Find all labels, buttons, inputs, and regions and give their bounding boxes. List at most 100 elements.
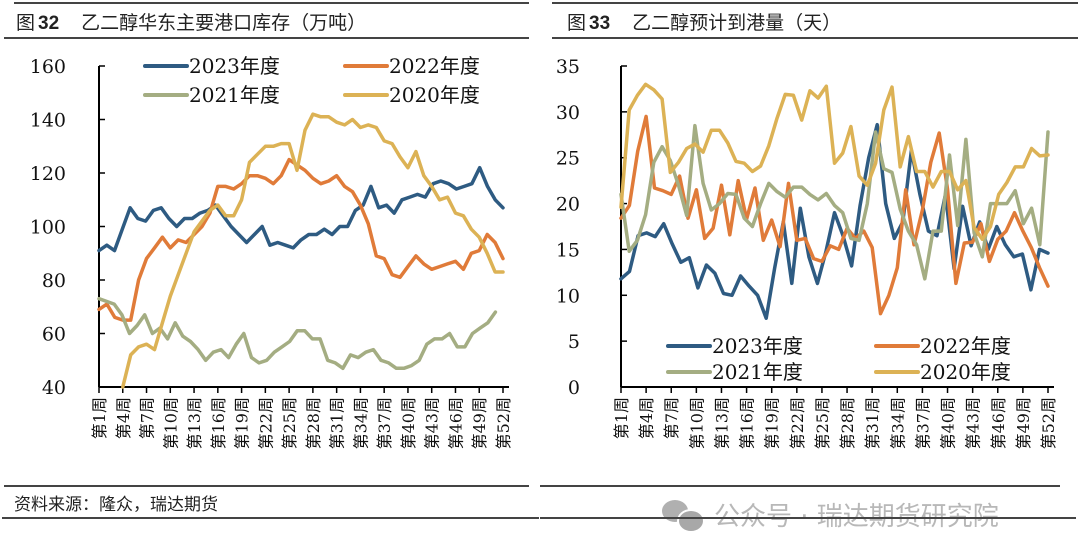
x-tick-label-group: 第19周 [233,397,252,449]
x-tick-label-group: 第16周 [209,397,228,449]
y-tick-label: 140 [30,110,66,132]
x-tick-label: 第19周 [763,397,782,449]
x-tick-label: 第31周 [328,397,347,449]
x-tick-label-group: 第1周 [90,397,109,439]
y-tick-label: 100 [30,217,66,239]
x-tick-label: 第28周 [838,397,857,449]
x-tick-label-group: 第10周 [161,397,180,449]
x-tick-label-group: 第43周 [964,397,983,449]
figure-title-text: 乙二醇预计到港量（天） [632,12,842,34]
x-tick-label: 第49周 [470,397,489,449]
series-line-2022 [97,157,505,322]
series-line-2021 [97,296,498,371]
x-tick-label: 第13周 [712,397,731,449]
x-tick-label: 第31周 [863,397,882,449]
x-tick-label-group: 第43周 [423,397,442,449]
figure-title-text: 乙二醇华东主要港口库存（万吨） [81,12,367,34]
figure-33-title: 图 33 乙二醇预计到港量（天） [567,8,841,35]
x-tick-label-group: 第4周 [114,397,133,439]
y-tick-label: 160 [30,56,66,78]
x-tick-label-group: 第4周 [637,397,656,439]
x-tick-label-group: 第7周 [662,397,681,439]
figure-number: 32 [38,13,60,34]
series-line-2023 [97,165,505,253]
x-tick-label-group: 第1周 [612,397,631,439]
y-tick-label: 40 [42,377,66,399]
legend-label: 2020年度 [389,83,480,107]
x-tick-label: 第19周 [233,397,252,449]
x-tick-label: 第4周 [637,397,656,439]
x-tick-label-group: 第31周 [328,397,347,449]
y-tick-label: 60 [42,324,66,346]
x-tick-label-group: 第31周 [863,397,882,449]
x-tick-label: 第10周 [687,397,706,449]
x-tick-label: 第52周 [1039,397,1058,449]
x-tick-label-group: 第40周 [399,397,418,449]
source-note: 资料来源：隆众，瑞达期货 [14,495,218,515]
inventory-chart: 406080100120140160第1周 第4周 第7周 第10周 第13周 第16周第… [30,54,513,449]
x-tick-label-group: 第52周 [1039,397,1058,449]
x-tick-label-group: 第7周 [138,397,157,439]
x-tick-label-group: 第22周 [788,397,807,449]
figure-number: 33 [589,13,611,34]
x-tick-label-group: 第13周 [185,397,204,449]
wechat-icon [662,498,705,533]
x-tick-label-group: 第40周 [939,397,958,449]
x-tick-label: 第34周 [888,397,907,449]
legend-label: 2021年度 [189,83,280,107]
x-tick-label-group: 第22周 [256,397,275,449]
x-tick-label: 第46周 [446,397,465,449]
figure-label-prefix: 图 [567,12,587,34]
y-tick-label: 80 [42,270,66,292]
arrival-chart: 05101520253035第1周 第4周 第7周 第10周 第13周 第16周 第19周第… [556,56,1058,449]
x-tick-label: 第40周 [399,397,418,449]
x-tick-label-group: 第34周 [351,397,370,449]
legend-label: 2022年度 [920,334,1011,358]
top-rule-left [14,2,529,4]
watermark: 公众号 · 瑞达期货研究院 [662,496,999,533]
y-tick-label: 20 [556,194,580,216]
x-tick-label-group: 第37周 [375,397,394,449]
x-tick-label: 第43周 [964,397,983,449]
x-tick-label: 第46周 [989,397,1008,449]
x-tick-label: 第34周 [351,397,370,449]
x-tick-label-group: 第46周 [446,397,465,449]
y-tick-label: 35 [556,56,580,78]
x-tick-label-group: 第10周 [687,397,706,449]
y-tick-label: 15 [556,239,580,261]
y-tick-label: 120 [30,163,66,185]
x-tick-label: 第22周 [256,397,275,449]
legend-label: 2020年度 [920,360,1011,384]
x-tick-label-group: 第25周 [813,397,832,449]
legend-label: 2023年度 [712,334,803,358]
x-tick-label-group: 第13周 [712,397,731,449]
x-tick-label: 第22周 [788,397,807,449]
x-tick-label-group: 第28周 [304,397,323,449]
source-top-rule-right [540,485,1060,487]
x-tick-label: 第25周 [813,397,832,449]
x-tick-label: 第16周 [209,397,228,449]
x-tick-label: 第10周 [161,397,180,449]
figure-label-prefix: 图 [16,12,36,34]
x-tick-label-group: 第52周 [494,397,513,449]
figure-32-title: 图 32 乙二醇华东主要港口库存（万吨） [16,8,366,35]
x-tick-label-group: 第34周 [888,397,907,449]
x-tick-label: 第1周 [90,397,109,439]
source-bottom-rule-left [2,517,539,519]
x-tick-label: 第49周 [1014,397,1033,449]
x-tick-label-group: 第19周 [763,397,782,449]
x-tick-label: 第43周 [423,397,442,449]
x-tick-label: 第13周 [185,397,204,449]
x-tick-label: 第7周 [662,397,681,439]
x-tick-label: 第28周 [304,397,323,449]
watermark-text: 公众号 · 瑞达期货研究院 [714,502,999,532]
x-tick-label: 第7周 [138,397,157,439]
title-rule-right [552,37,1078,39]
y-tick-label: 30 [556,102,580,124]
legend-label: 2021年度 [712,360,803,384]
y-tick-label: 5 [568,331,580,353]
x-tick-label: 第52周 [494,397,513,449]
series-line-2021 [619,123,1050,281]
x-tick-label: 第25周 [280,397,299,449]
x-tick-label: 第40周 [939,397,958,449]
